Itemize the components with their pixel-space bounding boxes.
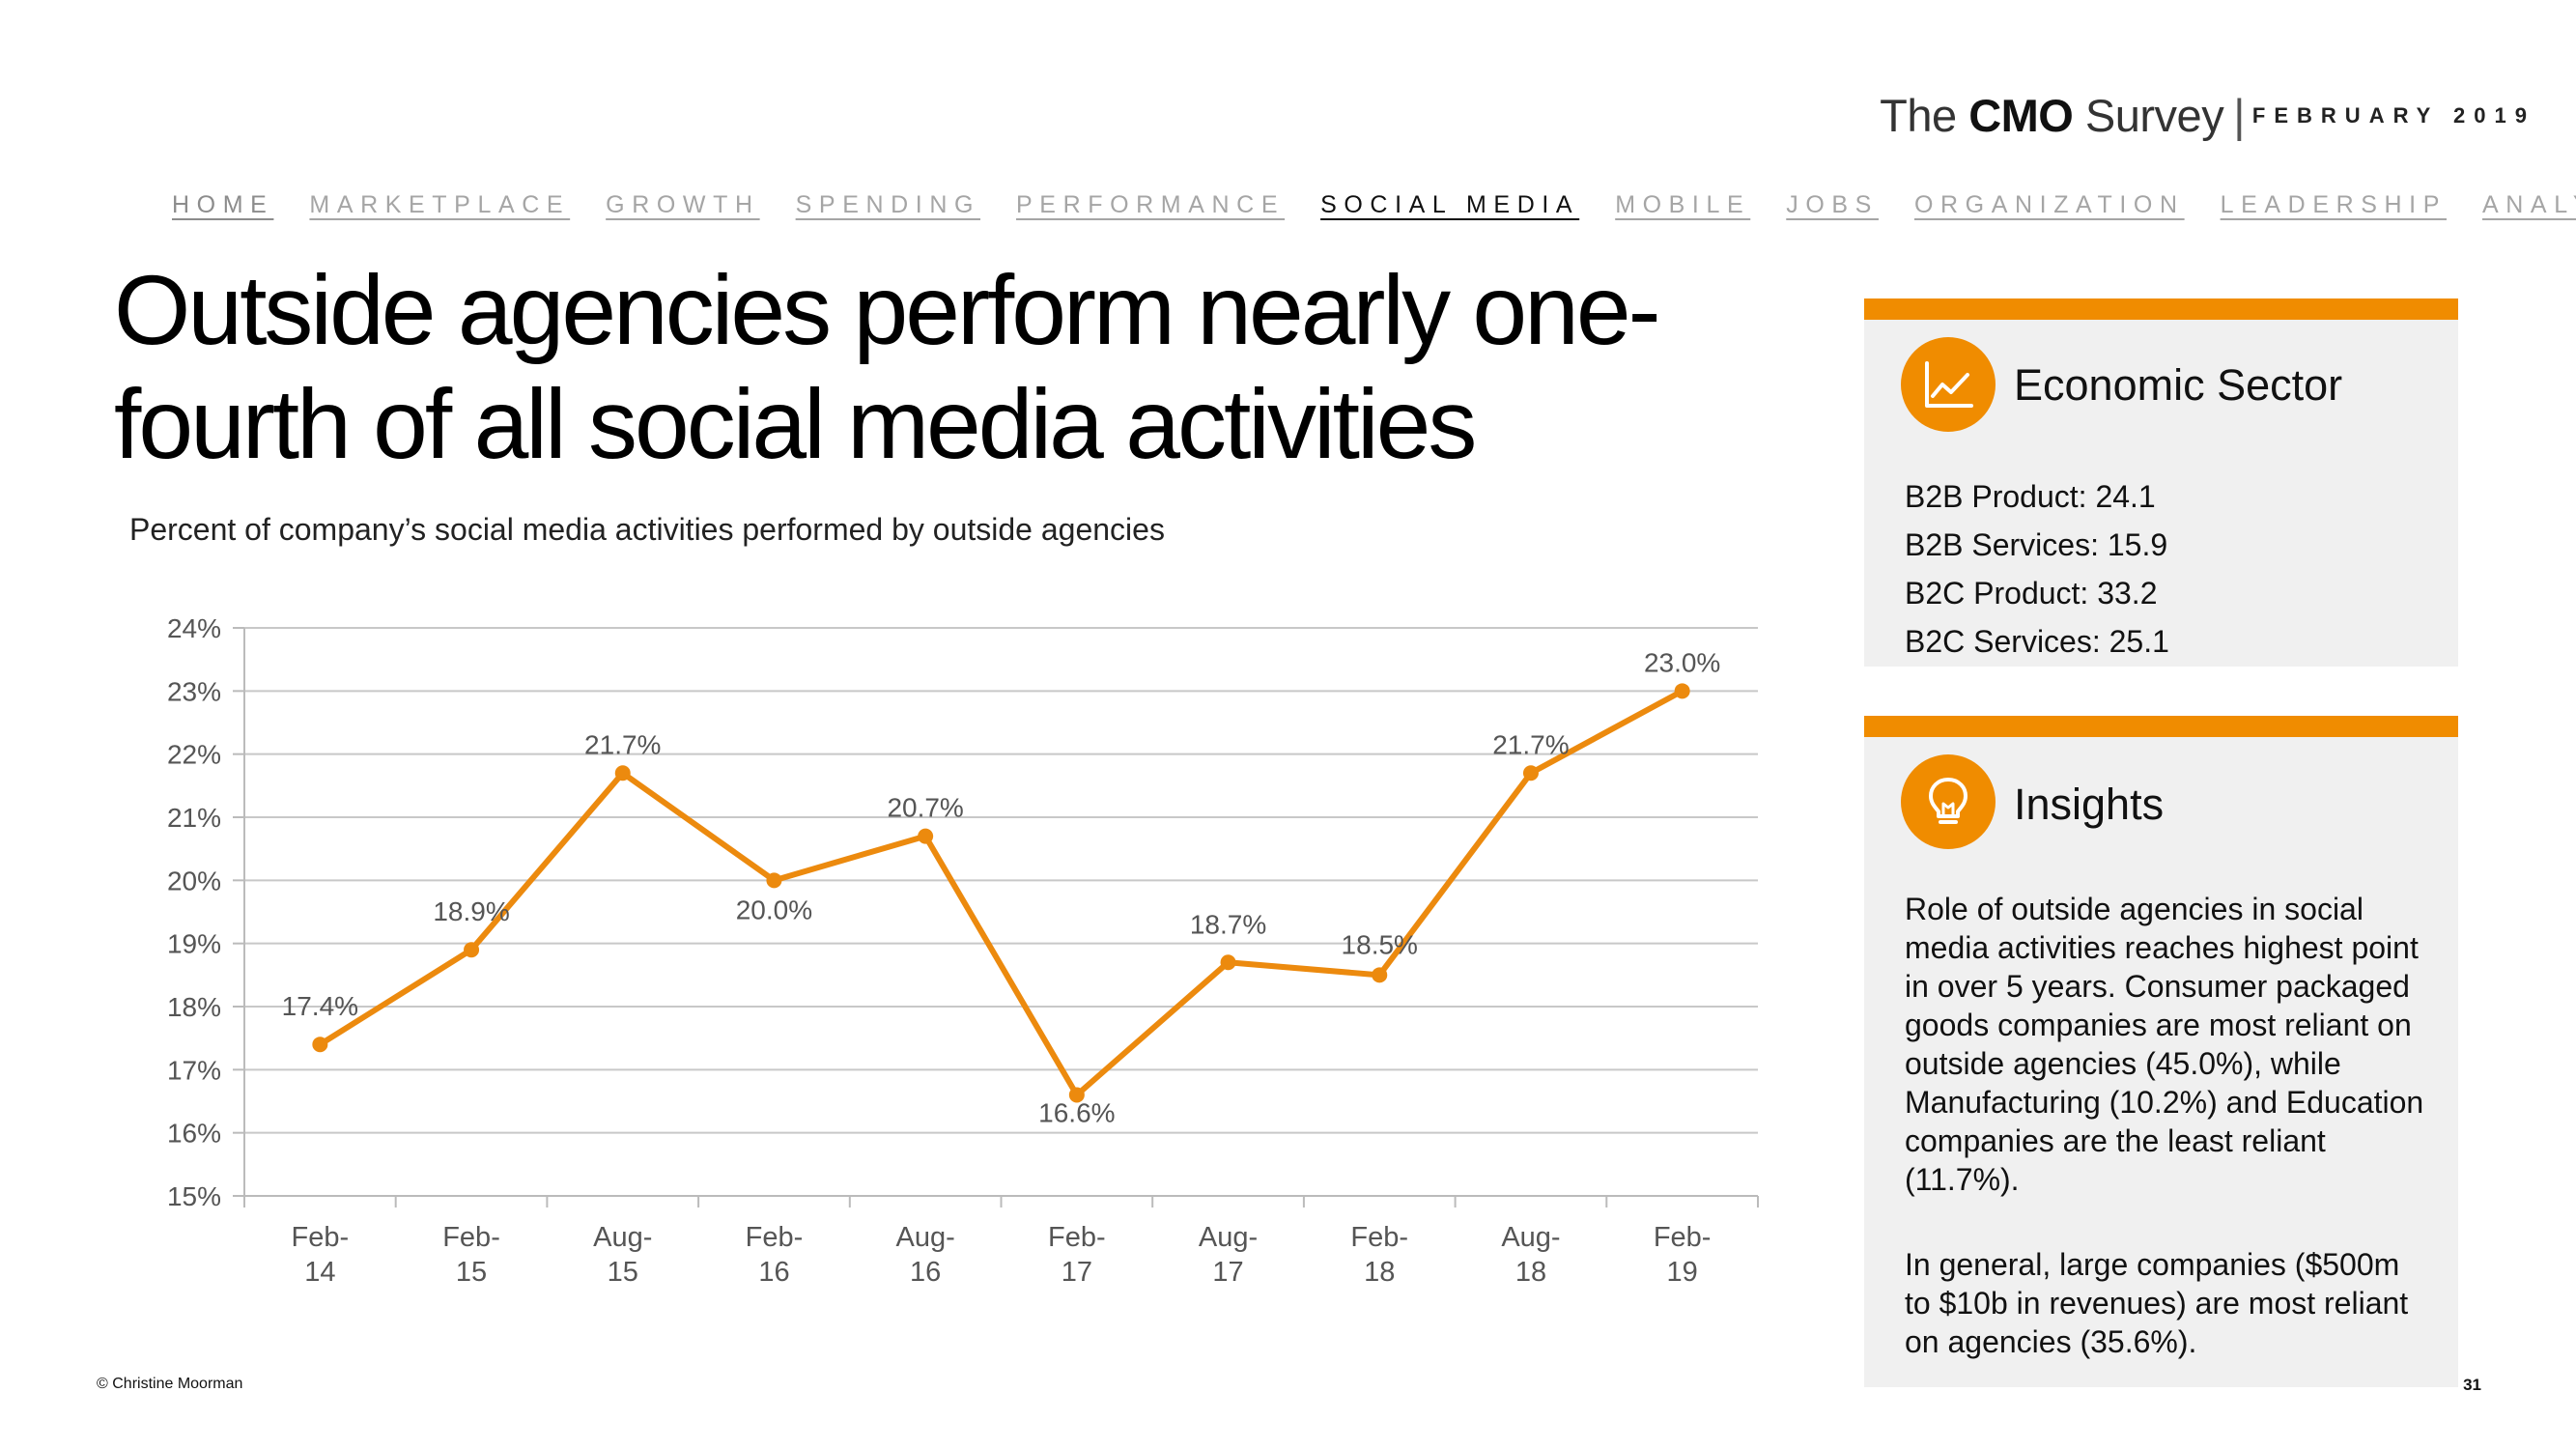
x-tick-label: Feb-14 <box>292 1222 350 1288</box>
x-tick-label: Aug-18 <box>1501 1222 1560 1288</box>
line-chart-icon <box>1901 337 1996 432</box>
data-label: 18.5% <box>1342 929 1418 959</box>
nav-jobs[interactable]: JOBS <box>1786 191 1879 218</box>
top-nav: HOME MARKETPLACE GROWTH SPENDING PERFORM… <box>172 191 2576 219</box>
y-tick-label: 20% <box>167 866 221 895</box>
chart-subtitle: Percent of company’s social media activi… <box>129 512 1165 547</box>
brand-logo: The CMO Survey | FEBRUARY 2019 <box>1880 89 2535 142</box>
series-line <box>317 688 1685 1098</box>
card-accent-bar <box>1864 716 2458 737</box>
y-tick-label: 23% <box>167 676 221 706</box>
data-point <box>766 872 782 889</box>
y-tick-label: 24% <box>167 613 221 643</box>
nav-performance[interactable]: PERFORMANCE <box>1016 191 1286 218</box>
y-tick-label: 22% <box>167 740 221 770</box>
economic-sector-card: Economic Sector B2B Product: 24.1 B2B Se… <box>1864 298 2458 667</box>
list-item: B2B Services: 15.9 <box>1905 527 2168 562</box>
data-point <box>312 1037 328 1053</box>
nav-spending[interactable]: SPENDING <box>795 191 981 218</box>
brand-cmo: CMO <box>1968 90 2074 141</box>
insights-heading: Insights <box>2014 780 2165 829</box>
insights-paragraph: Role of outside agencies in social media… <box>1905 892 2424 1197</box>
list-item: B2C Services: 25.1 <box>1905 624 2169 659</box>
y-tick-label: 16% <box>167 1119 221 1149</box>
lightbulb-icon <box>1901 754 1996 849</box>
insights-paragraph: In general, large companies ($500m to $1… <box>1905 1247 2409 1359</box>
data-point <box>1068 1087 1085 1103</box>
line-chart: 15% 16% 17% 18% 19% 20% 21% 22% 23% 24% Feb-14 Feb-… <box>167 613 1759 1288</box>
nav-home[interactable]: HOME <box>172 191 274 218</box>
list-item: B2C Product: 33.2 <box>1905 576 2158 611</box>
brand-survey: Survey <box>2084 90 2224 141</box>
nav-marketplace[interactable]: MARKETPLACE <box>309 191 571 218</box>
nav-leadership[interactable]: LEADERSHIP <box>2220 191 2447 218</box>
page-number: 31 <box>2463 1376 2481 1394</box>
data-label: 18.7% <box>1190 909 1266 939</box>
data-label: 17.4% <box>282 991 358 1021</box>
x-tick-label: Aug-16 <box>896 1222 955 1288</box>
data-label: 21.7% <box>584 729 661 759</box>
insights-card: Insights Role of outside agencies in soc… <box>1864 716 2458 1387</box>
y-tick-label: 21% <box>167 803 221 833</box>
data-label: 23.0% <box>1644 647 1720 677</box>
brand-date: FEBRUARY 2019 <box>2251 102 2535 128</box>
data-label: 16.6% <box>1038 1097 1115 1127</box>
data-point <box>1220 954 1236 971</box>
data-point <box>918 828 934 844</box>
nav-growth[interactable]: GROWTH <box>606 191 760 218</box>
list-item: B2B Product: 24.1 <box>1905 479 2156 514</box>
card-accent-bar <box>1864 298 2458 320</box>
economic-sector-heading: Economic Sector <box>2014 360 2343 410</box>
x-tick-label: Feb-19 <box>1654 1222 1712 1288</box>
nav-mobile[interactable]: MOBILE <box>1615 191 1751 218</box>
y-tick-label: 19% <box>167 929 221 959</box>
x-tick-label: Feb-17 <box>1048 1222 1106 1288</box>
copyright: © Christine Moorman <box>97 1376 243 1392</box>
nav-analytics[interactable]: ANALYTICS <box>2482 191 2576 218</box>
x-tick-label: Feb-16 <box>746 1222 804 1288</box>
page-title: Outside agencies perform nearly one-four… <box>114 255 1661 479</box>
y-tick-label: 18% <box>167 992 221 1022</box>
data-point <box>464 942 480 958</box>
data-point <box>1674 683 1690 699</box>
x-tick-label: Feb-15 <box>442 1222 500 1288</box>
y-tick-label: 17% <box>167 1055 221 1085</box>
brand-separator: | <box>2233 90 2245 141</box>
data-label: 20.0% <box>736 895 812 924</box>
nav-social-media[interactable]: SOCIAL MEDIA <box>1320 191 1580 218</box>
x-tick-label: Aug-15 <box>593 1222 652 1288</box>
data-label: 20.7% <box>887 793 963 823</box>
data-label: 21.7% <box>1492 729 1569 759</box>
brand-the: The <box>1880 90 1957 141</box>
data-label: 18.9% <box>433 896 509 926</box>
nav-organization[interactable]: ORGANIZATION <box>1913 191 2185 218</box>
data-point <box>1522 765 1539 781</box>
x-tick-label: Feb-18 <box>1350 1222 1408 1288</box>
data-point <box>614 765 631 781</box>
data-point <box>1372 967 1388 983</box>
economic-sector-list: B2B Product: 24.1 B2B Services: 15.9 B2C… <box>1905 472 2169 666</box>
x-tick-label: Aug-17 <box>1199 1222 1258 1288</box>
y-tick-label: 15% <box>167 1181 221 1211</box>
